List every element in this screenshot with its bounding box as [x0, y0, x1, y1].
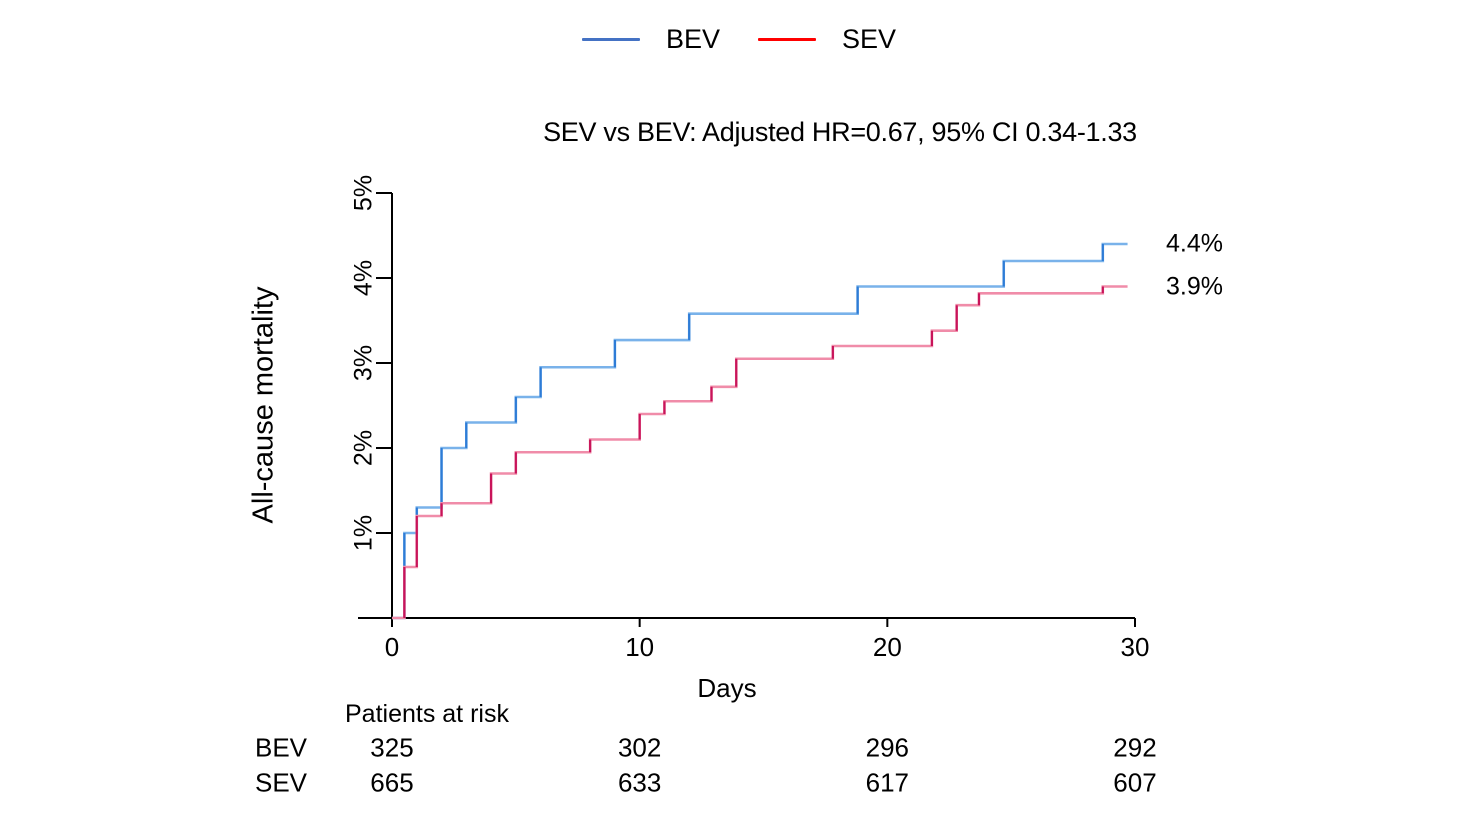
- y-tick-label: 4%: [349, 259, 378, 297]
- risk-row-label-bev: BEV: [254, 732, 308, 763]
- bev-curve: [392, 242, 1128, 620]
- risk-table-title: Patients at risk: [345, 700, 509, 728]
- sev-final-value-label: 3.9%: [1166, 272, 1223, 300]
- x-tick-label: 10: [625, 632, 655, 662]
- bev-curve-risers: [403, 244, 1104, 618]
- risk-value: 617: [865, 767, 910, 798]
- y-tick-label: 2%: [349, 429, 378, 467]
- risk-value: 296: [865, 732, 910, 763]
- risk-value: 607: [1113, 767, 1157, 798]
- legend-line-sev-icon: [758, 37, 817, 41]
- risk-value: 665: [370, 767, 414, 798]
- legend-line-bev-icon: [582, 37, 640, 41]
- y-tick-label: 1%: [349, 514, 378, 552]
- y-tick-label: 5%: [349, 174, 378, 212]
- legend-label-sev: SEV: [842, 24, 897, 54]
- x-tick-label: 30: [1120, 632, 1150, 662]
- y-tick-label: 3%: [349, 344, 378, 382]
- risk-value: 325: [370, 732, 414, 763]
- x-tick-label: 0: [384, 632, 400, 662]
- bev-final-value-label: 4.4%: [1166, 229, 1223, 258]
- risk-value: 292: [1113, 732, 1157, 763]
- chart-legend: BEV SEV: [582, 24, 896, 54]
- x-tick-label: 20: [872, 632, 902, 662]
- chart-title: SEV vs BEV: Adjusted HR=0.67, 95% CI 0.3…: [543, 117, 1137, 147]
- legend-label-bev: BEV: [666, 24, 721, 54]
- sev-curve: [392, 285, 1128, 620]
- risk-value: 302: [617, 732, 662, 763]
- risk-row-label-sev: SEV: [254, 767, 308, 798]
- x-axis-title: Days: [697, 673, 757, 703]
- risk-value: 633: [617, 767, 662, 798]
- sev-curve-risers: [403, 286, 1104, 618]
